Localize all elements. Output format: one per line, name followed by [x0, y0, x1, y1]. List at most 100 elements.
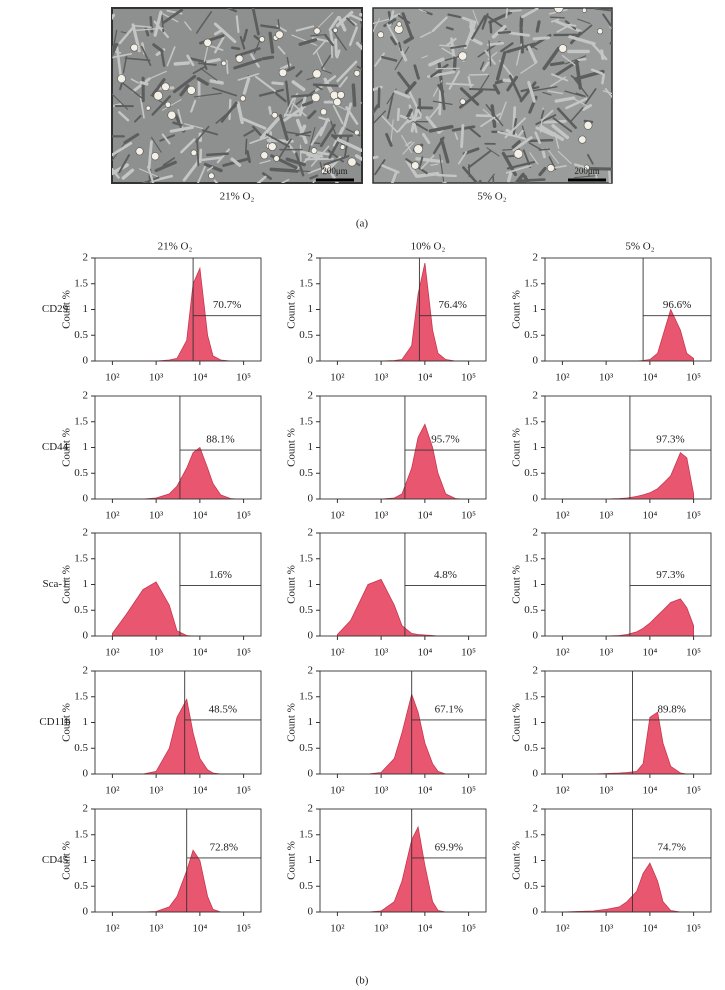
cell	[499, 101, 507, 121]
x-tick-label: 10⁵	[686, 647, 701, 659]
cell	[115, 46, 122, 77]
cell	[199, 67, 218, 81]
panel-label: (a)	[356, 218, 369, 230]
cell-body	[161, 82, 170, 92]
y-tick-label: 1.5	[74, 690, 88, 702]
y-tick-label: 0.5	[74, 467, 88, 479]
cell	[307, 110, 317, 120]
cell	[405, 116, 422, 124]
cell	[607, 168, 612, 183]
row-label: CD29	[42, 303, 69, 315]
cell	[317, 12, 334, 28]
gate-percentage: 89.8%	[658, 703, 686, 715]
cell	[338, 76, 348, 88]
cell	[381, 164, 400, 174]
cell	[124, 57, 151, 62]
y-tick-label: 0.5	[524, 467, 538, 479]
plot-frame	[544, 257, 712, 362]
cell	[564, 90, 584, 97]
cell-body	[278, 68, 288, 77]
cell	[206, 44, 224, 51]
cell	[534, 131, 542, 144]
cell	[437, 83, 445, 94]
cell	[321, 54, 332, 70]
y-axis-label: Count %	[511, 290, 523, 329]
cell-body	[546, 164, 555, 172]
gate-percentage: 88.1%	[206, 434, 234, 446]
cell	[121, 168, 135, 180]
cell	[318, 116, 331, 122]
y-tick-label: 0	[308, 906, 314, 918]
gate-percentage: 96.6%	[663, 299, 691, 311]
cell-body	[221, 60, 227, 67]
cell	[398, 41, 403, 52]
cell-body	[458, 51, 468, 61]
cell	[119, 82, 123, 91]
cell	[374, 159, 386, 176]
cell	[112, 42, 119, 59]
cell	[574, 175, 599, 179]
x-tick-label: 10⁴	[192, 510, 207, 522]
x-tick-label: 10⁵	[461, 372, 476, 384]
cell	[213, 29, 223, 36]
cell	[239, 35, 246, 50]
y-tick-label: 2	[533, 390, 539, 402]
cell	[401, 12, 413, 39]
x-tick-label: 10³	[599, 647, 614, 659]
histogram-area	[337, 578, 469, 637]
plot-frame	[544, 808, 712, 913]
cell	[508, 31, 530, 37]
cell-body	[273, 155, 280, 162]
cell	[335, 49, 341, 59]
x-tick-label: 10⁴	[417, 647, 432, 659]
cell-body	[583, 121, 593, 130]
plot-frame	[319, 808, 487, 913]
cell	[381, 55, 398, 62]
cell	[517, 129, 524, 138]
cell	[373, 104, 380, 116]
y-tick-label: 0.5	[74, 742, 88, 754]
cell	[472, 9, 480, 27]
cell	[429, 104, 441, 119]
cell	[242, 77, 251, 95]
cell-body	[320, 108, 327, 116]
cell	[249, 135, 269, 145]
histogram: Count % 0 0.5 1 1.5 2 10² 10³ 10⁴ 10⁵ 89.8%	[511, 665, 712, 797]
y-tick-label: 0	[533, 630, 539, 642]
cell	[436, 173, 457, 178]
cell	[196, 165, 206, 183]
cell	[584, 88, 597, 105]
cell-body	[347, 157, 357, 167]
cell	[336, 60, 358, 83]
cell	[131, 77, 151, 93]
x-tick-label: 10⁵	[236, 647, 251, 659]
cell	[481, 61, 490, 72]
cell	[242, 28, 248, 43]
cell	[520, 62, 537, 74]
cell	[394, 46, 410, 70]
x-tick-label: 10³	[374, 647, 389, 659]
column-header: 5% O₂	[625, 241, 654, 253]
cell	[393, 90, 411, 99]
y-tick-label: 1.5	[74, 277, 88, 289]
cell	[179, 84, 190, 97]
y-tick-label: 1.5	[299, 690, 313, 702]
cell	[356, 65, 362, 71]
y-tick-label: 2	[83, 665, 89, 677]
y-axis-label: Count %	[511, 703, 523, 742]
cell	[385, 132, 393, 147]
x-tick-label: 10⁵	[236, 923, 251, 935]
y-tick-label: 0.5	[74, 329, 88, 341]
cell	[405, 141, 413, 147]
y-tick-label: 1.5	[74, 828, 88, 840]
cell	[295, 70, 303, 78]
plot-frame	[94, 670, 262, 775]
gate-percentage: 72.8%	[210, 841, 238, 853]
cell	[198, 62, 217, 66]
cell	[259, 159, 271, 164]
cell	[285, 157, 306, 167]
cell	[227, 8, 237, 13]
cell	[428, 125, 454, 133]
y-tick-label: 0	[308, 493, 314, 505]
